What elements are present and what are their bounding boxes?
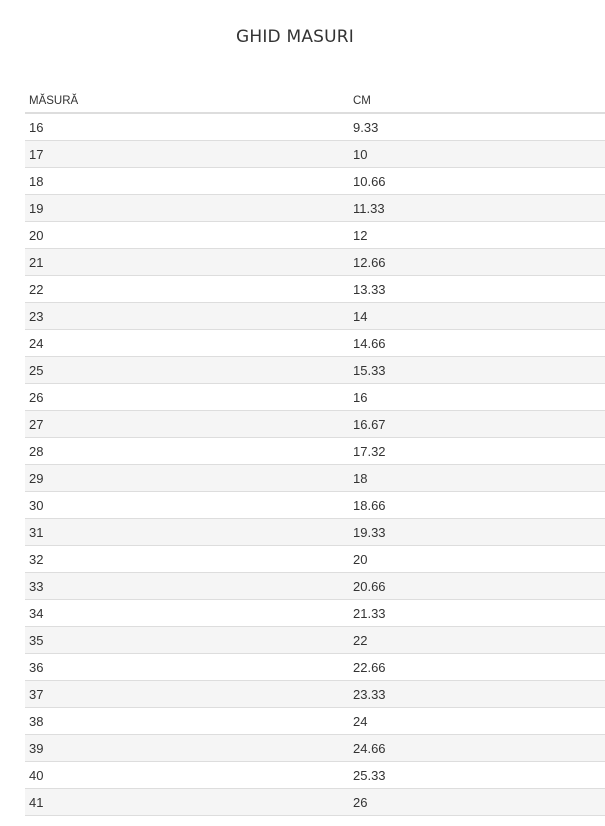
table-row: 22 13.33	[25, 275, 605, 303]
cm-cell: 16.67	[349, 410, 605, 438]
size-cell: 33	[25, 572, 349, 600]
table-row: 21 12.66	[25, 248, 605, 276]
cm-cell: 18.66	[349, 491, 605, 519]
table-row: 37 23.33	[25, 680, 605, 708]
size-cell: 28	[25, 437, 349, 465]
table-row: 27 16.67	[25, 410, 605, 438]
size-cell: 29	[25, 464, 349, 492]
cm-cell: 23.33	[349, 680, 605, 708]
table-row: 30 18.66	[25, 491, 605, 519]
size-cell: 19	[25, 194, 349, 222]
page-title: GHID MASURI	[235, 27, 355, 47]
table-row: 32 20	[25, 545, 605, 573]
table-row: 23 14	[25, 302, 605, 330]
cm-cell: 19.33	[349, 518, 605, 546]
cm-cell: 12.66	[349, 248, 605, 276]
table-row: 26 16	[25, 383, 605, 411]
table-row: 40 25.33	[25, 761, 605, 789]
column-header-cm: CM	[349, 90, 605, 114]
size-guide-table: MĂSURĂ CM 16 9.33 17 10 18 10.66 19 11.33 20 12 21…	[25, 90, 605, 816]
cm-cell: 10	[349, 140, 605, 168]
table-body: 16 9.33 17 10 18 10.66 19 11.33 20 12 21 12.66 22 13.…	[25, 113, 605, 816]
table-row: 38 24	[25, 707, 605, 735]
cm-cell: 10.66	[349, 167, 605, 195]
size-cell: 24	[25, 329, 349, 357]
size-cell: 36	[25, 653, 349, 681]
size-cell: 18	[25, 167, 349, 195]
table-row: 29 18	[25, 464, 605, 492]
cm-cell: 11.33	[349, 194, 605, 222]
table-row: 19 11.33	[25, 194, 605, 222]
cm-cell: 20.66	[349, 572, 605, 600]
table-row: 28 17.32	[25, 437, 605, 465]
cm-cell: 24.66	[349, 734, 605, 762]
size-cell: 31	[25, 518, 349, 546]
table-row: 18 10.66	[25, 167, 605, 195]
table-row: 33 20.66	[25, 572, 605, 600]
cm-cell: 18	[349, 464, 605, 492]
table-row: 36 22.66	[25, 653, 605, 681]
size-cell: 16	[25, 113, 349, 141]
table-row: 16 9.33	[25, 113, 605, 141]
table-row: 34 21.33	[25, 599, 605, 627]
size-cell: 37	[25, 680, 349, 708]
size-cell: 38	[25, 707, 349, 735]
cm-cell: 14.66	[349, 329, 605, 357]
cm-cell: 22	[349, 626, 605, 654]
size-cell: 21	[25, 248, 349, 276]
size-cell: 41	[25, 788, 349, 816]
cm-cell: 26	[349, 788, 605, 816]
size-cell: 25	[25, 356, 349, 384]
cm-cell: 21.33	[349, 599, 605, 627]
size-cell: 22	[25, 275, 349, 303]
cm-cell: 24	[349, 707, 605, 735]
cm-cell: 13.33	[349, 275, 605, 303]
cm-cell: 16	[349, 383, 605, 411]
column-header-size: MĂSURĂ	[25, 90, 349, 114]
cm-cell: 9.33	[349, 113, 605, 141]
cm-cell: 14	[349, 302, 605, 330]
size-cell: 32	[25, 545, 349, 573]
table-row: 25 15.33	[25, 356, 605, 384]
table-row: 31 19.33	[25, 518, 605, 546]
size-cell: 23	[25, 302, 349, 330]
cm-cell: 12	[349, 221, 605, 249]
size-cell: 26	[25, 383, 349, 411]
table-row: 39 24.66	[25, 734, 605, 762]
size-cell: 35	[25, 626, 349, 654]
table-row: 41 26	[25, 788, 605, 816]
size-cell: 27	[25, 410, 349, 438]
size-cell: 34	[25, 599, 349, 627]
size-cell: 20	[25, 221, 349, 249]
size-cell: 39	[25, 734, 349, 762]
table-header-row: MĂSURĂ CM	[25, 90, 605, 114]
table-row: 17 10	[25, 140, 605, 168]
cm-cell: 25.33	[349, 761, 605, 789]
size-cell: 17	[25, 140, 349, 168]
table-row: 20 12	[25, 221, 605, 249]
table-row: 24 14.66	[25, 329, 605, 357]
cm-cell: 20	[349, 545, 605, 573]
table-row: 35 22	[25, 626, 605, 654]
size-cell: 30	[25, 491, 349, 519]
cm-cell: 22.66	[349, 653, 605, 681]
cm-cell: 17.32	[349, 437, 605, 465]
size-cell: 40	[25, 761, 349, 789]
cm-cell: 15.33	[349, 356, 605, 384]
